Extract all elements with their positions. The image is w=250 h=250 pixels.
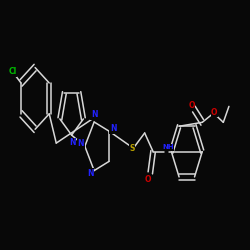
Text: N: N (87, 169, 94, 178)
Text: N: N (78, 139, 84, 148)
Text: N: N (110, 124, 116, 133)
Text: N: N (69, 138, 75, 147)
Text: O: O (145, 175, 151, 184)
Text: O: O (188, 101, 195, 110)
Text: O: O (211, 108, 218, 117)
Text: NH: NH (162, 144, 173, 150)
Text: S: S (129, 144, 135, 153)
Text: Cl: Cl (8, 67, 17, 76)
Text: N: N (91, 110, 98, 119)
